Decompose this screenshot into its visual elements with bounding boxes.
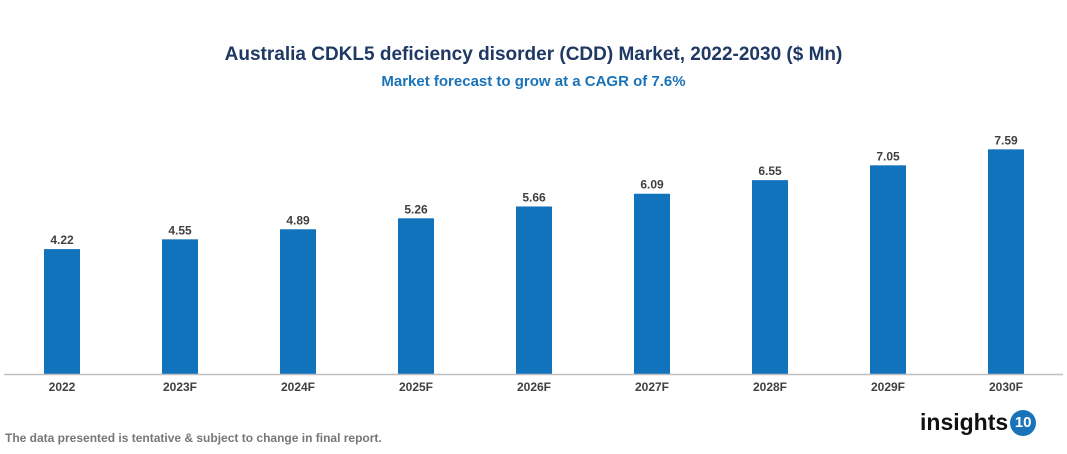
bar [634, 193, 670, 374]
x-tick-label: 2026F [517, 380, 551, 394]
chart-title: Australia CDKL5 deficiency disorder (CDD… [224, 44, 843, 65]
data-label: 5.66 [522, 190, 546, 204]
data-label: 7.59 [994, 133, 1018, 147]
data-label: 6.09 [640, 178, 664, 192]
disclaimer: The data presented is tentative & subjec… [5, 431, 382, 445]
data-label: 5.26 [404, 202, 428, 216]
bar [44, 249, 80, 374]
data-label: 4.89 [286, 213, 310, 227]
data-label: 7.05 [876, 149, 900, 163]
bar [870, 165, 906, 374]
x-tick-label: 2029F [871, 380, 905, 394]
data-label: 6.55 [758, 164, 782, 178]
chart-subtitle: Market forecast to grow at a CAGR of 7.6… [381, 73, 686, 90]
logo-badge: 10 [1010, 409, 1037, 436]
data-label: 4.55 [168, 223, 192, 237]
x-tick-label: 2022 [49, 380, 76, 394]
bar [516, 206, 552, 374]
x-tick-label: 2030F [989, 380, 1023, 394]
insights10-logo: insights 10 [920, 409, 1037, 436]
x-tick-label: 2027F [635, 380, 669, 394]
x-tick-label: 2024F [281, 380, 315, 394]
logo-text: insights [920, 409, 1009, 435]
bar [162, 239, 198, 374]
x-tick-label: 2023F [163, 380, 197, 394]
bar [988, 149, 1024, 374]
data-label: 4.22 [50, 233, 74, 247]
bar [280, 229, 316, 374]
bar [752, 180, 788, 374]
x-tick-label: 2028F [753, 380, 787, 394]
x-tick-label: 2025F [399, 380, 433, 394]
bar [398, 218, 434, 374]
